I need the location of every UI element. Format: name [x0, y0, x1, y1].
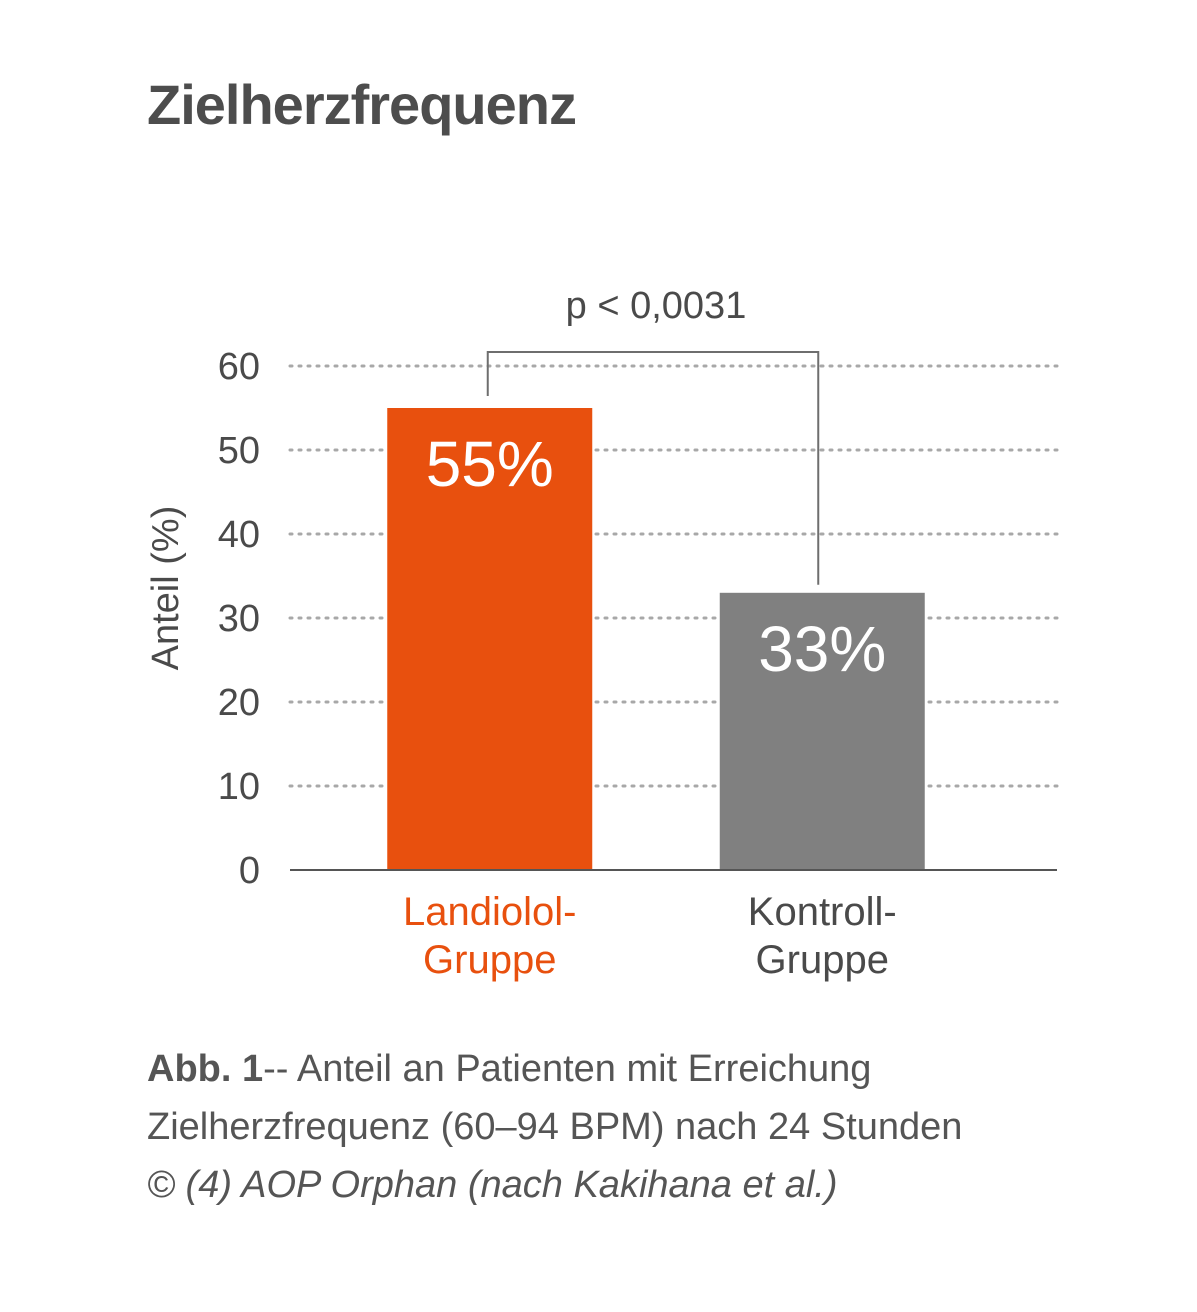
caption-text: -- Anteil an Patienten mit Erreichung Zi… [147, 1048, 963, 1148]
chart-title: Zielherzfrequenz [147, 73, 577, 136]
bar-value-label: 33% [758, 613, 886, 685]
y-tick-label: 40 [218, 514, 260, 556]
p-value-annotation: p < 0,0031 [566, 285, 747, 327]
bar [387, 408, 593, 870]
category-label: Kontroll- [748, 890, 897, 934]
bar-value-label: 55% [426, 428, 554, 500]
figure-caption: Abb. 1-- Anteil an Patienten mit Erreich… [147, 1040, 1147, 1214]
bar [719, 592, 925, 870]
y-tick-label: 10 [218, 766, 260, 808]
y-tick-label: 0 [239, 850, 260, 892]
y-tick-label: 20 [218, 682, 260, 724]
y-tick-label: 60 [218, 346, 260, 388]
bars: 55% 33% [387, 408, 925, 870]
y-tick-label: 50 [218, 430, 260, 472]
y-axis-label: Anteil (%) [145, 506, 187, 671]
y-axis-ticks: 0 10 20 30 40 50 60 [218, 346, 260, 892]
category-label: Gruppe [423, 938, 556, 982]
significance-bracket [486, 351, 820, 585]
figure-label: Abb. 1 [147, 1048, 264, 1090]
y-tick-label: 30 [218, 598, 260, 640]
category-label: Gruppe [756, 938, 889, 982]
bracket-line [486, 351, 820, 585]
category-label: Landiolol- [403, 890, 576, 934]
caption-credit: © (4) AOP Orphan (nach Kakihana et al.) [147, 1164, 838, 1206]
